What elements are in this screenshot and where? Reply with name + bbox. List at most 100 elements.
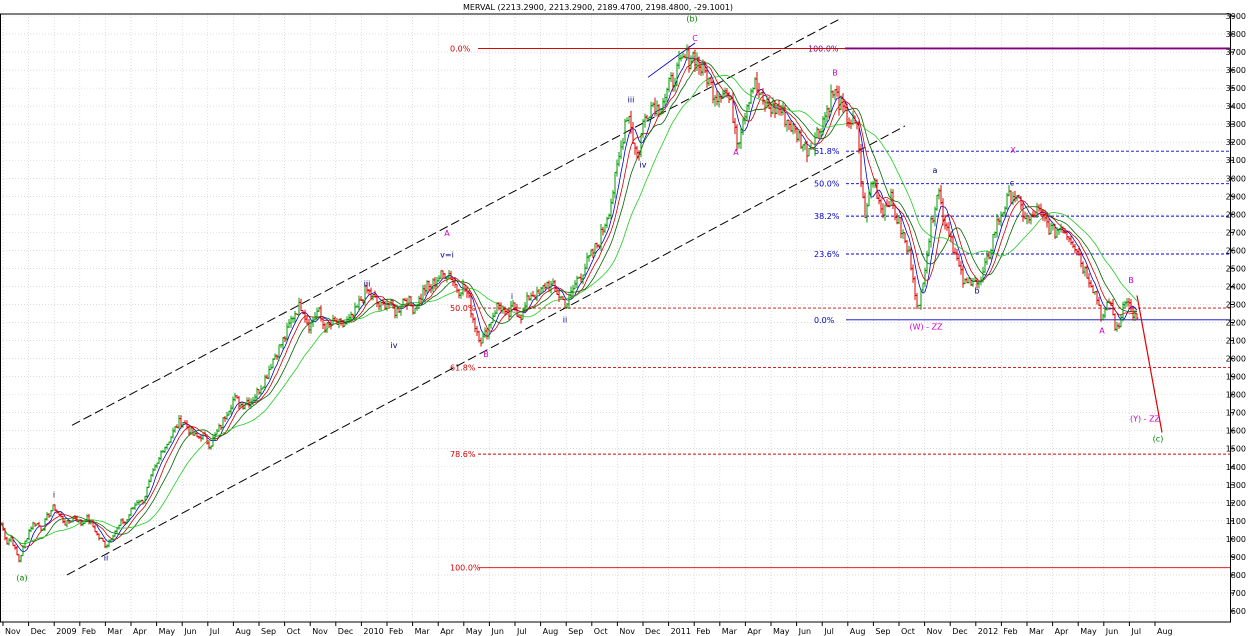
x-tick-label: Aug [850, 627, 866, 636]
x-tick-label: May [466, 627, 483, 636]
wave-label: (a) [16, 573, 27, 582]
y-tick-label: 2100 [1226, 337, 1246, 346]
wave-label: A [733, 148, 739, 157]
wave-label: a [933, 166, 938, 175]
y-tick-label: 2300 [1226, 300, 1246, 309]
wave-label: iii [364, 279, 371, 288]
x-tick-label: Mar [1029, 627, 1045, 636]
x-tick-label: Dec [31, 627, 46, 636]
trend-channels [66, 17, 1163, 576]
x-tick-label: Mar [415, 627, 431, 636]
x-tick-label: Jun [490, 627, 504, 636]
y-tick-label: 1100 [1226, 517, 1246, 526]
fibonacci-levels: 0.0% 100.0% 50.0% 61.8% 78.6% 100.0% 61.8% 50.0… [450, 44, 1230, 573]
x-tick-label: Jul [209, 627, 220, 636]
y-tick-label: 2000 [1226, 355, 1246, 364]
y-tick-label: 1700 [1226, 409, 1246, 418]
fib-label: 100.0% [808, 44, 839, 53]
x-tick-label: Jun [183, 627, 197, 636]
y-tick-label: 3900 [1226, 12, 1246, 21]
y-tick-label: 1500 [1226, 445, 1246, 454]
x-tick-label: 2009 [56, 627, 76, 636]
y-tick-label: 1900 [1226, 373, 1246, 382]
x-tick-label: Dec [338, 627, 353, 636]
y-tick-label: 3300 [1226, 120, 1246, 129]
y-tick-label: 900 [1231, 553, 1246, 562]
wave-label: X [1010, 146, 1016, 155]
wave-label: iii [628, 96, 635, 105]
y-tick-label: 3000 [1226, 174, 1246, 183]
wave-label: C [692, 34, 698, 43]
y-tick-label: 800 [1231, 571, 1246, 580]
fib-label: 38.2% [814, 212, 840, 221]
wave-label: i [511, 292, 513, 301]
wave-label: ii [104, 554, 108, 563]
y-tick-label: 3700 [1226, 48, 1246, 57]
x-tick-label: Jul [823, 627, 834, 636]
channel-line [66, 125, 906, 576]
x-tick-label: 2011 [671, 627, 691, 636]
wave-label: B [832, 69, 838, 78]
fib-label: 23.6% [814, 250, 840, 259]
y-tick-label: 1300 [1226, 481, 1246, 490]
x-tick-label: Dec [952, 627, 967, 636]
y-tick-label: 3100 [1226, 156, 1246, 165]
wave-label: B [483, 350, 489, 359]
x-tick-label: Feb [1003, 627, 1017, 636]
wave-label: (W) - ZZ [909, 323, 943, 332]
y-tick-label: 2200 [1226, 319, 1246, 328]
fib-label: 0.0% [814, 316, 835, 325]
x-tick-label: Mar [107, 627, 123, 636]
wave-label: A [444, 229, 450, 238]
x-tick-label: Feb [696, 627, 710, 636]
x-tick-label: Apr [1055, 627, 1070, 636]
fib-label: 50.0% [450, 304, 476, 313]
fib-label: 50.0% [814, 180, 840, 189]
x-tick-label: Feb [82, 627, 96, 636]
x-tick-label: Apr [133, 627, 148, 636]
fib-label: 78.6% [450, 450, 476, 459]
wave-label: (Y) - ZZ [1130, 415, 1161, 424]
y-tick-label: 1600 [1226, 427, 1246, 436]
x-tick-label: Oct [901, 627, 915, 636]
wave-label: c [1010, 178, 1014, 187]
x-tick-label: May [1080, 627, 1097, 636]
x-tick-label: Apr [747, 627, 762, 636]
wave-label: v=i [440, 251, 454, 260]
y-tick-label: 3500 [1226, 84, 1246, 93]
x-tick-label: Oct [594, 627, 608, 636]
wave-label: ii [563, 316, 567, 325]
x-tick-label: Mar [722, 627, 738, 636]
axes: 600 700 800 900 1000 1100 1200 1300 1400 1500 1600… [0, 12, 1246, 636]
y-tick-label: 2600 [1226, 246, 1246, 255]
wave-label: i [53, 490, 55, 499]
y-tick-label: 2800 [1226, 210, 1246, 219]
x-tick-label: Jul [1130, 627, 1141, 636]
x-tick-label: Aug [235, 627, 251, 636]
x-tick-label: Nov [312, 627, 328, 636]
wave-label: (c) [1153, 435, 1164, 444]
plot-frame [0, 13, 1231, 623]
x-tick-label: Sep [875, 627, 890, 636]
y-tick-label: 1200 [1226, 499, 1246, 508]
x-tick-label: Sep [568, 627, 583, 636]
x-tick-label: Dec [645, 627, 660, 636]
x-tick-label: Feb [389, 627, 403, 636]
channel-line [71, 17, 843, 426]
wave-label: (b) [686, 14, 697, 23]
x-tick-label: Jun [798, 627, 812, 636]
x-tick-label: Jul [516, 627, 527, 636]
y-tick-label: 1000 [1226, 535, 1246, 544]
wave-label: B [1128, 276, 1134, 285]
projection-line [1136, 295, 1163, 433]
x-tick-label: Nov [927, 627, 943, 636]
fib-label: 100.0% [450, 564, 481, 573]
y-tick-label: 3600 [1226, 66, 1246, 75]
fib-label: 0.0% [450, 44, 471, 53]
fib-label: 61.8% [814, 147, 840, 156]
moving-average-line [0, 74, 1138, 545]
y-tick-label: 700 [1231, 589, 1246, 598]
x-tick-label: Jun [1105, 627, 1119, 636]
